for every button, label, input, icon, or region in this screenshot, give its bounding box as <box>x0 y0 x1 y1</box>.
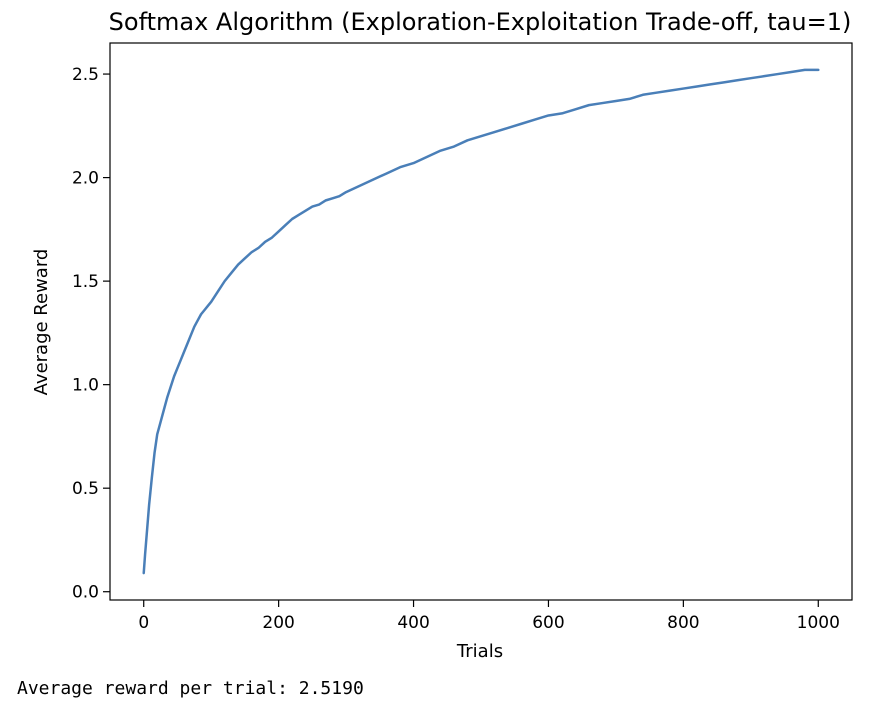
x-tick-label: 200 <box>262 613 294 633</box>
chart: Softmax Algorithm (Exploration-Exploitat… <box>31 8 853 662</box>
y-tick-label: 1.5 <box>72 272 99 292</box>
x-axis-label: Trials <box>456 641 503 662</box>
series-line <box>142 68 820 575</box>
plot-frame <box>109 42 853 601</box>
chart-title: Softmax Algorithm (Exploration-Exploitat… <box>109 8 852 36</box>
y-tick-label: 1.0 <box>72 376 99 396</box>
y-axis: 0.0 0.5 1.0 1.5 2.0 2.5 <box>72 65 110 603</box>
y-tick-label: 2.0 <box>72 169 99 189</box>
y-tick-label: 0.5 <box>72 479 99 499</box>
x-axis: 0 200 400 600 800 1000 <box>138 600 840 633</box>
x-tick-label: 600 <box>532 613 564 633</box>
x-tick-label: 1000 <box>797 613 840 633</box>
y-tick-label: 0.0 <box>72 583 99 603</box>
x-tick-label: 800 <box>667 613 699 633</box>
y-axis-label: Average Reward <box>31 249 52 396</box>
x-tick-label: 0 <box>138 613 149 633</box>
output-text: Average reward per trial: 2.5190 <box>17 678 364 699</box>
x-tick-label: 400 <box>397 613 429 633</box>
y-tick-label: 2.5 <box>72 65 99 85</box>
